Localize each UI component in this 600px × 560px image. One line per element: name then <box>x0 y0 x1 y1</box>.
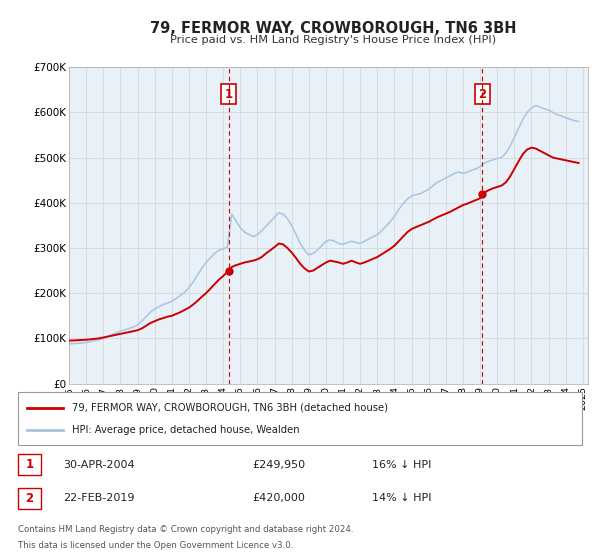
Text: 14% ↓ HPI: 14% ↓ HPI <box>372 493 431 503</box>
Text: 30-APR-2004: 30-APR-2004 <box>63 460 134 470</box>
Text: 79, FERMOR WAY, CROWBOROUGH, TN6 3BH (detached house): 79, FERMOR WAY, CROWBOROUGH, TN6 3BH (de… <box>72 403 388 413</box>
Text: 1: 1 <box>225 87 233 101</box>
Text: £249,950: £249,950 <box>252 460 305 470</box>
Text: 22-FEB-2019: 22-FEB-2019 <box>63 493 134 503</box>
Text: 2: 2 <box>478 87 487 101</box>
Text: 79, FERMOR WAY, CROWBOROUGH, TN6 3BH: 79, FERMOR WAY, CROWBOROUGH, TN6 3BH <box>150 21 516 36</box>
Text: £420,000: £420,000 <box>252 493 305 503</box>
Text: 16% ↓ HPI: 16% ↓ HPI <box>372 460 431 470</box>
Text: Contains HM Land Registry data © Crown copyright and database right 2024.: Contains HM Land Registry data © Crown c… <box>18 525 353 534</box>
Text: HPI: Average price, detached house, Wealden: HPI: Average price, detached house, Weal… <box>72 425 299 435</box>
Text: This data is licensed under the Open Government Licence v3.0.: This data is licensed under the Open Gov… <box>18 542 293 550</box>
Text: 2: 2 <box>25 492 34 505</box>
Text: 1: 1 <box>25 458 34 472</box>
Text: Price paid vs. HM Land Registry's House Price Index (HPI): Price paid vs. HM Land Registry's House … <box>170 35 496 45</box>
